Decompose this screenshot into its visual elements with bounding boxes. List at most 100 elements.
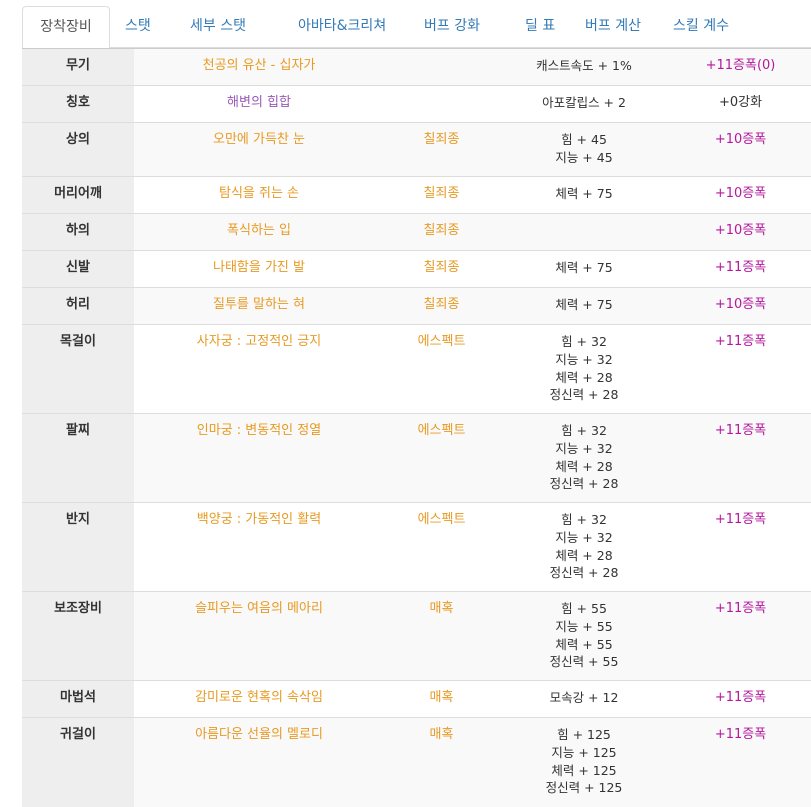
- slot-label: 머리어깨: [22, 176, 134, 214]
- tab-stats[interactable]: 스탯: [125, 18, 151, 34]
- item-set: 칠죄종: [384, 122, 499, 177]
- option-line: 체력 + 28: [555, 458, 613, 474]
- item-name: 아름다운 선율의 멜로디: [134, 717, 384, 807]
- item-name: 오만에 가득찬 눈: [134, 122, 384, 177]
- enhance-level: +11증폭: [669, 717, 811, 807]
- option-line: 힘 + 125: [557, 727, 611, 742]
- item-name: 슬피우는 여음의 메아리: [134, 591, 384, 681]
- enhance-level: +11증폭: [669, 591, 811, 681]
- item-options: 캐스트속도 + 1%: [499, 48, 669, 86]
- enhance-level: +10증폭: [669, 176, 811, 214]
- tab-avatar-creature[interactable]: 아바타&크리쳐: [298, 18, 387, 34]
- item-options: 힘 + 55 지능 + 55 체력 + 55 정신력 + 55: [499, 591, 669, 681]
- option-line: 지능 + 32: [555, 440, 613, 456]
- option-line: 힘 + 45: [561, 132, 607, 147]
- enhance-level: +0강화: [669, 85, 811, 123]
- equipment-table: 무기 천공의 유산 - 십자가 캐스트속도 + 1% +11증폭(0) 칭호 해변의 힙합…: [22, 48, 811, 807]
- enhance-level: +11증폭(0): [669, 48, 811, 86]
- item-name: 해변의 힙합: [134, 85, 384, 123]
- table-row: 신발 나태함을 가진 발 칠죄종 체력 + 75 +11증폭: [22, 250, 811, 288]
- table-row: 허리 질투를 말하는 혀 칠죄종 체력 + 75 +10증폭: [22, 287, 811, 325]
- slot-label: 마법석: [22, 680, 134, 718]
- option-line: 정신력 + 125: [545, 780, 623, 796]
- option-line: 정신력 + 55: [549, 654, 619, 670]
- item-name: 사자궁 : 고정적인 긍지: [134, 324, 384, 414]
- tab-buff-enhance[interactable]: 버프 강화: [424, 18, 480, 34]
- item-options: 힘 + 32 지능 + 32 체력 + 28 정신력 + 28: [499, 502, 669, 592]
- table-row: 하의 폭식하는 입 칠죄종 +10증폭: [22, 213, 811, 251]
- table-row: 머리어깨 탐식을 쥐는 손 칠죄종 체력 + 75 +10증폭: [22, 176, 811, 214]
- item-options: 힘 + 125 지능 + 125 체력 + 125 정신력 + 125: [499, 717, 669, 807]
- option-line: 체력 + 28: [555, 547, 613, 563]
- slot-label: 무기: [22, 48, 134, 86]
- item-name: 탐식을 쥐는 손: [134, 176, 384, 214]
- table-row: 마법석 감미로운 현혹의 속삭임 매혹 모속강 + 12 +11증폭: [22, 680, 811, 718]
- slot-label: 신발: [22, 250, 134, 288]
- tab-bar: 장착장비 스탯 세부 스탯 아바타&크리쳐 버프 강화 딜 표 버프 계산 스킬…: [22, 6, 811, 49]
- slot-label: 귀걸이: [22, 717, 134, 807]
- item-set: 에스펙트: [384, 413, 499, 503]
- slot-label: 목걸이: [22, 324, 134, 414]
- slot-label: 허리: [22, 287, 134, 325]
- item-set: 매혹: [384, 591, 499, 681]
- item-set: [384, 85, 499, 123]
- tab-damage-table[interactable]: 딜 표: [525, 18, 556, 34]
- enhance-level: +11증폭: [669, 324, 811, 414]
- enhance-level: +11증폭: [669, 413, 811, 503]
- item-options: 힘 + 32 지능 + 32 체력 + 28 정신력 + 28: [499, 413, 669, 503]
- tab-buff-calc[interactable]: 버프 계산: [585, 18, 641, 34]
- enhance-level: +10증폭: [669, 213, 811, 251]
- item-options: [499, 213, 669, 251]
- item-set: [384, 48, 499, 86]
- option-line: 힘 + 32: [561, 334, 607, 349]
- option-line: 지능 + 55: [555, 618, 613, 634]
- option-line: 모속강 + 12: [549, 690, 619, 705]
- slot-label: 상의: [22, 122, 134, 177]
- item-set: 에스펙트: [384, 502, 499, 592]
- option-line: 힘 + 32: [561, 423, 607, 438]
- enhance-level: +11증폭: [669, 250, 811, 288]
- option-line: 힘 + 32: [561, 512, 607, 527]
- table-row: 칭호 해변의 힙합 아포칼립스 + 2 +0강화: [22, 85, 811, 123]
- slot-label: 칭호: [22, 85, 134, 123]
- item-name: 인마궁 : 변동적인 정열: [134, 413, 384, 503]
- item-name: 감미로운 현혹의 속삭임: [134, 680, 384, 718]
- enhance-level: +10증폭: [669, 287, 811, 325]
- option-line: 지능 + 32: [555, 351, 613, 367]
- option-line: 체력 + 55: [555, 636, 613, 652]
- table-row: 상의 오만에 가득찬 눈 칠죄종 힘 + 45 지능 + 45 +10증폭: [22, 122, 811, 177]
- enhance-level: +10증폭: [669, 122, 811, 177]
- slot-label: 반지: [22, 502, 134, 592]
- enhance-level: +11증폭: [669, 502, 811, 592]
- item-name: 천공의 유산 - 십자가: [134, 48, 384, 86]
- option-line: 아포칼립스 + 2: [542, 95, 626, 110]
- option-line: 정신력 + 28: [549, 476, 619, 492]
- table-row: 팔찌 인마궁 : 변동적인 정열 에스펙트 힘 + 32 지능 + 32 체력 + 28 정…: [22, 413, 811, 503]
- slot-label: 보조장비: [22, 591, 134, 681]
- item-options: 체력 + 75: [499, 176, 669, 214]
- enhance-level: +11증폭: [669, 680, 811, 718]
- slot-label: 팔찌: [22, 413, 134, 503]
- slot-label: 하의: [22, 213, 134, 251]
- tab-equipment[interactable]: 장착장비: [22, 6, 110, 49]
- option-line: 체력 + 75: [555, 260, 613, 275]
- tab-detail-stats[interactable]: 세부 스탯: [190, 18, 246, 34]
- item-set: 매혹: [384, 717, 499, 807]
- item-set: 칠죄종: [384, 176, 499, 214]
- item-set: 에스펙트: [384, 324, 499, 414]
- option-line: 지능 + 125: [551, 744, 617, 760]
- tab-skill-coefficient[interactable]: 스킬 계수: [673, 18, 729, 34]
- item-name: 질투를 말하는 혀: [134, 287, 384, 325]
- item-options: 아포칼립스 + 2: [499, 85, 669, 123]
- table-row: 목걸이 사자궁 : 고정적인 긍지 에스펙트 힘 + 32 지능 + 32 체력 + 28…: [22, 324, 811, 414]
- item-options: 체력 + 75: [499, 250, 669, 288]
- item-set: 매혹: [384, 680, 499, 718]
- item-set: 칠죄종: [384, 213, 499, 251]
- item-name: 폭식하는 입: [134, 213, 384, 251]
- item-set: 칠죄종: [384, 250, 499, 288]
- item-name: 나태함을 가진 발: [134, 250, 384, 288]
- table-row: 보조장비 슬피우는 여음의 메아리 매혹 힘 + 55 지능 + 55 체력 + 55 정신…: [22, 591, 811, 681]
- item-options: 모속강 + 12: [499, 680, 669, 718]
- item-options: 힘 + 45 지능 + 45: [499, 122, 669, 177]
- option-line: 정신력 + 28: [549, 565, 619, 581]
